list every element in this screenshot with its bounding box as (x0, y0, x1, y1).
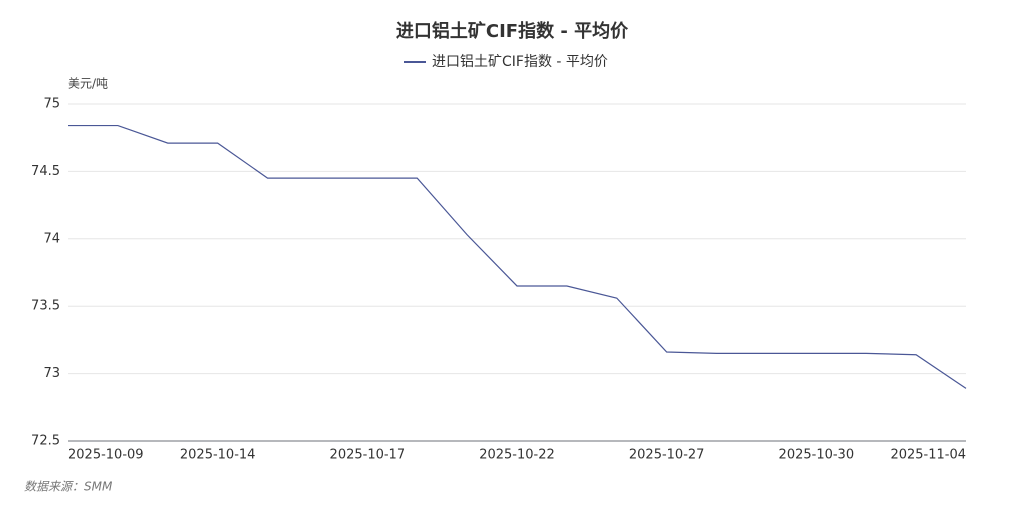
legend-label: 进口铝土矿CIF指数 - 平均价 (432, 54, 608, 70)
x-tick-label: 2025-10-27 (629, 448, 705, 463)
y-tick-label: 75 (43, 97, 60, 112)
x-tick-label: 2025-10-30 (779, 448, 855, 463)
chart-title: 进口铝土矿CIF指数 - 平均价 (396, 20, 629, 42)
y-tick-label: 74 (43, 231, 60, 246)
x-tick-label: 2025-10-17 (330, 448, 406, 463)
y-tick-label: 73 (43, 366, 60, 381)
y-tick-label: 73.5 (31, 299, 60, 314)
x-tick-label: 2025-10-14 (180, 448, 256, 463)
source-note: 数据来源：SMM (24, 480, 113, 494)
x-tick-label: 2025-11-04 (890, 448, 966, 463)
y-tick-label: 74.5 (31, 164, 60, 179)
x-tick-label: 2025-10-22 (479, 448, 555, 463)
x-tick-label: 2025-10-09 (68, 448, 144, 463)
y-tick-label: 72.5 (31, 434, 60, 449)
y-axis-unit: 美元/吨 (68, 77, 108, 91)
data-line (68, 124, 967, 389)
